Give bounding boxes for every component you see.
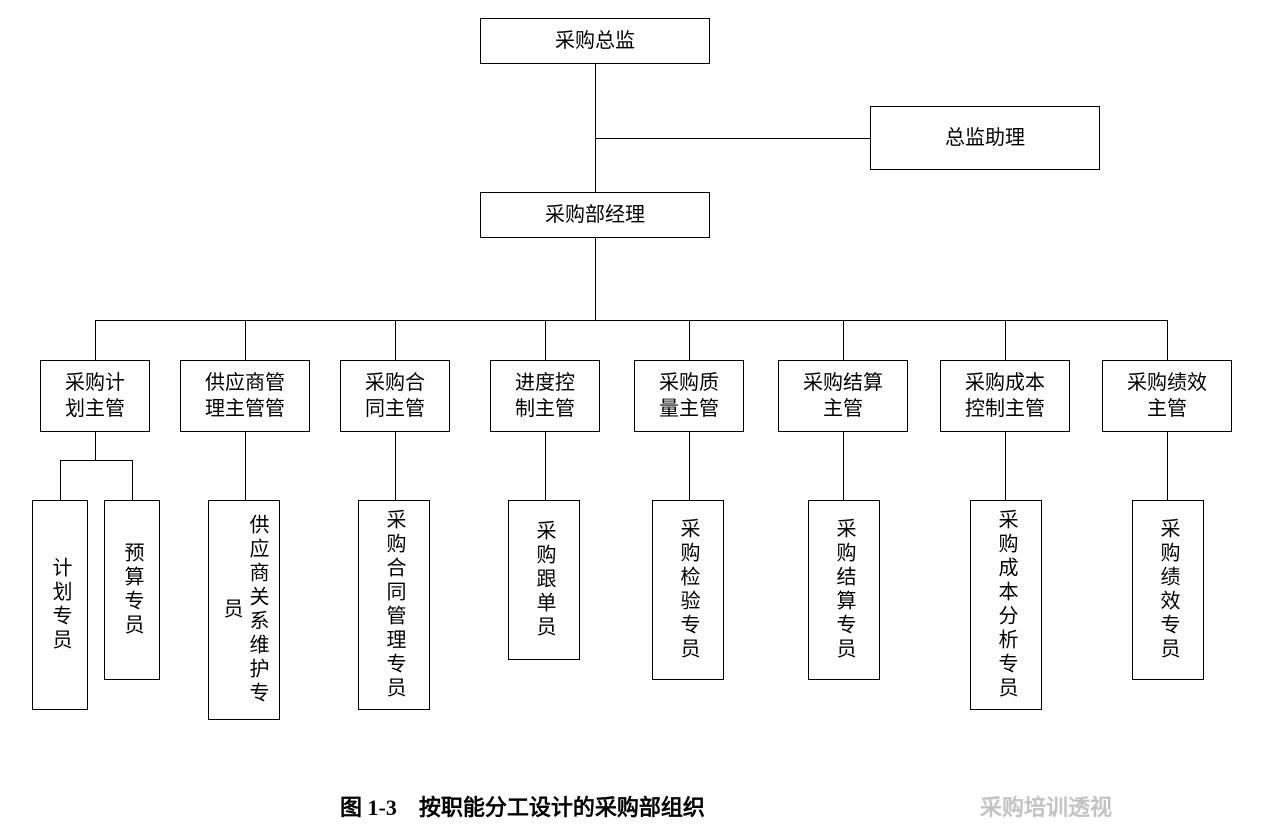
connector-line bbox=[1167, 432, 1168, 501]
org-node-manager: 采购部经理 bbox=[480, 192, 710, 238]
org-node-emp6: 采购结算专员 bbox=[808, 500, 880, 680]
org-node-root: 采购总监 bbox=[480, 18, 710, 64]
org-node-emp5: 采购检验专员 bbox=[652, 500, 724, 680]
connector-line bbox=[60, 460, 133, 461]
connector-line bbox=[95, 432, 96, 461]
connector-line bbox=[595, 64, 596, 193]
connector-line bbox=[395, 320, 396, 361]
connector-line bbox=[1167, 320, 1168, 361]
watermark-text: 采购培训透视 bbox=[980, 790, 1112, 822]
connector-line bbox=[595, 138, 871, 139]
org-node-sup4: 进度控制主管 bbox=[490, 360, 600, 432]
connector-line bbox=[595, 238, 596, 321]
connector-line bbox=[132, 460, 133, 501]
org-node-emp8: 采购绩效专员 bbox=[1132, 500, 1204, 680]
org-node-sup5: 采购质量主管 bbox=[634, 360, 744, 432]
figure-caption: 图 1-3 按职能分工设计的采购部组织 bbox=[340, 790, 705, 822]
org-node-emp4: 采购跟单员 bbox=[508, 500, 580, 660]
org-node-emp1b: 预算专员 bbox=[104, 500, 160, 680]
connector-line bbox=[1005, 432, 1006, 501]
connector-line bbox=[60, 460, 61, 501]
connector-line bbox=[395, 432, 396, 501]
connector-line bbox=[843, 432, 844, 501]
org-node-assistant: 总监助理 bbox=[870, 106, 1100, 170]
org-node-emp7: 采购成本分析专员 bbox=[970, 500, 1042, 710]
org-node-emp3: 采购合同管理专员 bbox=[358, 500, 430, 710]
org-node-sup1: 采购计划主管 bbox=[40, 360, 150, 432]
org-node-sup8: 采购绩效主管 bbox=[1102, 360, 1232, 432]
connector-line bbox=[843, 320, 844, 361]
connector-line bbox=[545, 320, 546, 361]
org-node-sup2: 供应商管理主管管 bbox=[180, 360, 310, 432]
connector-line bbox=[95, 320, 1168, 321]
connector-line bbox=[689, 320, 690, 361]
org-node-sup7: 采购成本控制主管 bbox=[940, 360, 1070, 432]
org-node-emp1a: 计划专员 bbox=[32, 500, 88, 710]
connector-line bbox=[689, 432, 690, 501]
connector-line bbox=[245, 320, 246, 361]
connector-line bbox=[1005, 320, 1006, 361]
org-node-emp2: 供应商关系维护专员 bbox=[208, 500, 280, 720]
org-node-sup3: 采购合同主管 bbox=[340, 360, 450, 432]
org-node-sup6: 采购结算主管 bbox=[778, 360, 908, 432]
connector-line bbox=[245, 432, 246, 501]
connector-line bbox=[95, 320, 96, 361]
connector-line bbox=[545, 432, 546, 501]
